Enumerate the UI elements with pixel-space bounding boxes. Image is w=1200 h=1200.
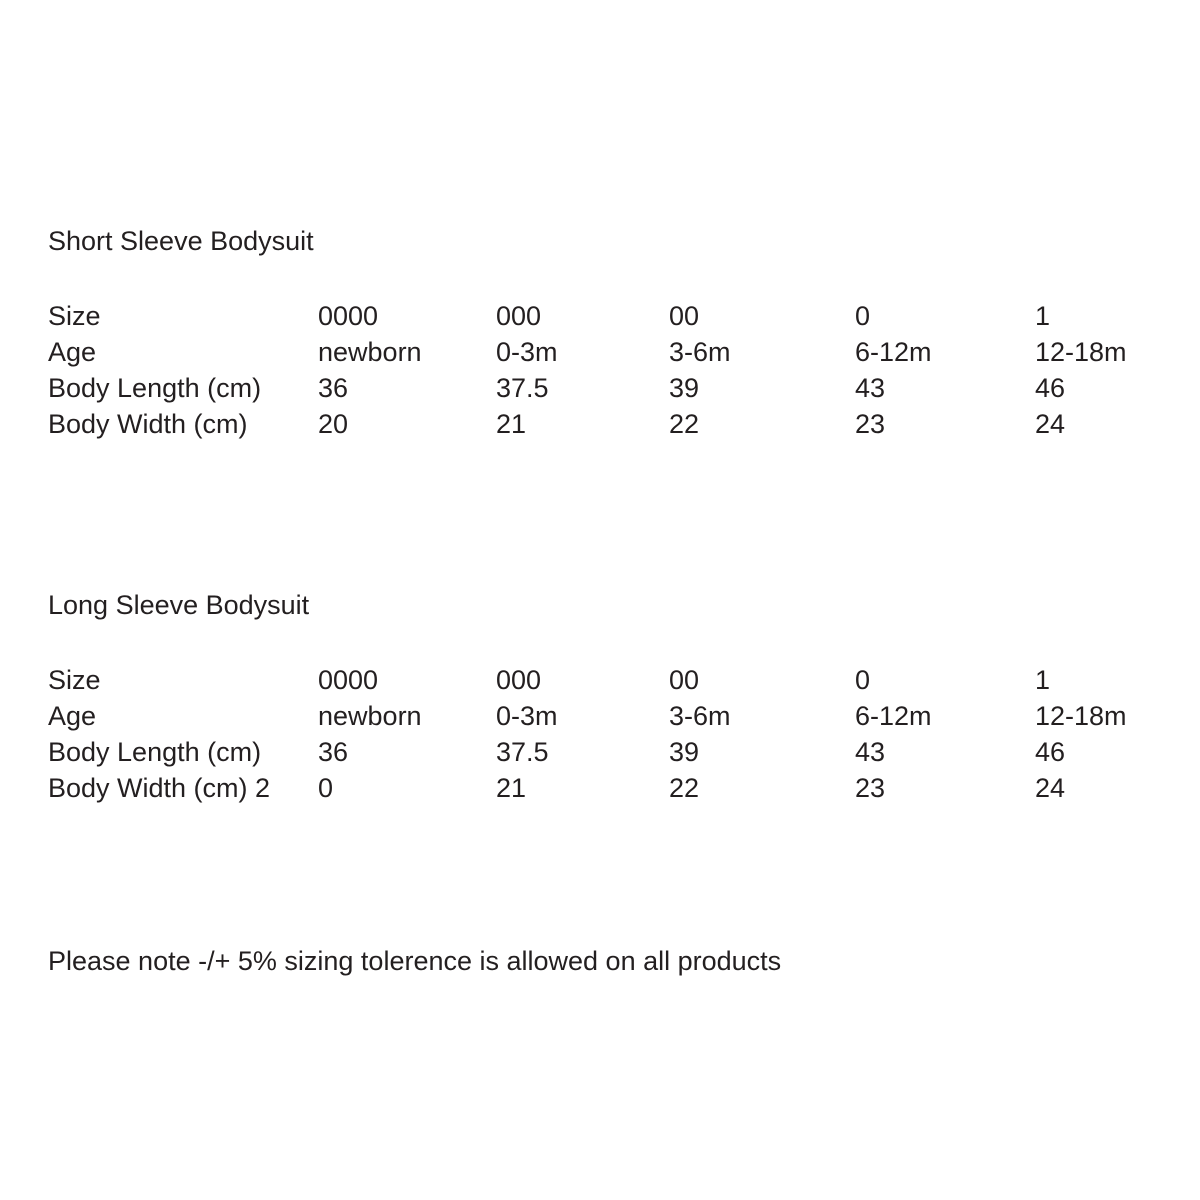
body-length-cell: 37.5 [496, 373, 549, 403]
body-length-cell: 43 [855, 737, 886, 767]
size-cell: 0 [855, 665, 871, 695]
table-row: Size 0000 000 00 0 1 [48, 662, 1200, 698]
row-label: Size [48, 301, 101, 331]
body-length-cell: 39 [669, 737, 700, 767]
table-row: Body Width (cm) 2 0 21 22 23 24 [48, 770, 1200, 806]
body-length-cell: 36 [318, 737, 349, 767]
sizing-tolerance-note: Please note -/+ 5% sizing tolerence is a… [48, 946, 782, 976]
age-cell: newborn [318, 337, 422, 367]
row-label: Body Width (cm) 2 [48, 773, 271, 803]
long-sleeve-title: Long Sleeve Bodysuit [48, 590, 310, 620]
table-row: Body Length (cm) 36 37.5 39 43 46 [48, 734, 1200, 770]
table-row: Age newborn 0-3m 3-6m 6-12m 12-18m [48, 334, 1200, 370]
body-length-cell: 37.5 [496, 737, 549, 767]
size-cell: 00 [669, 665, 700, 695]
body-width-cell: 24 [1035, 773, 1066, 803]
row-label: Age [48, 337, 97, 367]
age-cell: 3-6m [669, 701, 731, 731]
row-label: Body Width (cm) [48, 409, 248, 439]
size-cell: 000 [496, 301, 542, 331]
age-cell: 6-12m [855, 337, 932, 367]
row-label: Size [48, 665, 101, 695]
size-cell: 1 [1035, 301, 1051, 331]
size-cell: 000 [496, 665, 542, 695]
body-length-cell: 36 [318, 373, 349, 403]
age-cell: 12-18m [1035, 337, 1127, 367]
body-length-cell: 46 [1035, 737, 1066, 767]
age-cell: 3-6m [669, 337, 731, 367]
age-cell: 12-18m [1035, 701, 1127, 731]
body-width-cell: 20 [318, 409, 349, 439]
row-label: Body Length (cm) [48, 373, 262, 403]
table-row: Body Length (cm) 36 37.5 39 43 46 [48, 370, 1200, 406]
age-cell: 0-3m [496, 337, 558, 367]
age-cell: newborn [318, 701, 422, 731]
table-row: Age newborn 0-3m 3-6m 6-12m 12-18m [48, 698, 1200, 734]
long-sleeve-table: Size 0000 000 00 0 1 Age newborn 0-3m 3-… [48, 662, 1200, 806]
table-row: Body Width (cm) 20 21 22 23 24 [48, 406, 1200, 442]
age-cell: 6-12m [855, 701, 932, 731]
short-sleeve-table: Size 0000 000 00 0 1 Age newborn 0-3m 3-… [48, 298, 1200, 442]
body-width-cell: 21 [496, 409, 527, 439]
body-width-cell: 22 [669, 409, 700, 439]
short-sleeve-title: Short Sleeve Bodysuit [48, 226, 314, 256]
body-width-cell: 21 [496, 773, 527, 803]
row-label: Body Length (cm) [48, 737, 262, 767]
table-row: Size 0000 000 00 0 1 [48, 298, 1200, 334]
body-width-cell: 22 [669, 773, 700, 803]
body-width-cell: 23 [855, 773, 886, 803]
body-length-cell: 43 [855, 373, 886, 403]
size-cell: 0000 [318, 301, 379, 331]
body-width-cell: 23 [855, 409, 886, 439]
body-length-cell: 39 [669, 373, 700, 403]
body-width-cell: 24 [1035, 409, 1066, 439]
size-cell: 00 [669, 301, 700, 331]
row-label: Age [48, 701, 97, 731]
size-cell: 1 [1035, 665, 1051, 695]
size-cell: 0000 [318, 665, 379, 695]
body-length-cell: 46 [1035, 373, 1066, 403]
body-width-cell: 0 [318, 773, 334, 803]
size-cell: 0 [855, 301, 871, 331]
age-cell: 0-3m [496, 701, 558, 731]
